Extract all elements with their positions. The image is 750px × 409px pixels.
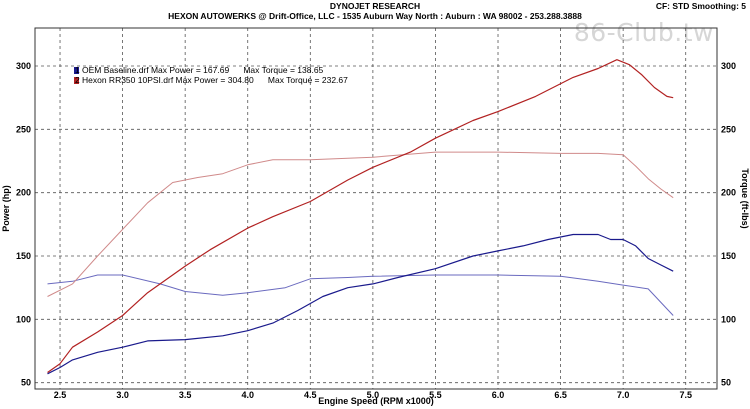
x-tick-label: 5.5 [429,390,442,400]
legend-entry-tuned: Hexon RR350 10PSI.drf Max Power = 304.80… [82,75,348,85]
run-settings: CF: STD Smoothing: 5 [655,1,746,11]
legend: 1 OEM Baseline.drf Max Power = 167.69 Ma… [74,65,348,85]
y-tick-label: 50 [21,378,31,388]
legend-swatch-baseline [74,67,79,74]
y2-tick-label: 50 [721,378,731,388]
x-tick-label: 4.0 [241,390,254,400]
y2-tick-label: 250 [721,124,736,134]
legend-marker-tuned: 2 [75,75,80,85]
x-tick-label: 6.0 [492,390,505,400]
y-tick-label: 100 [16,314,31,324]
y-tick-label: 200 [16,188,31,198]
chart-subtitle: HEXON AUTOWERKS @ Drift-Office, LLC - 15… [168,11,582,21]
x-tick-label: 5.0 [367,390,380,400]
chart-title: DYNOJET RESEARCH [329,1,421,11]
y2-tick-label: 200 [721,188,736,198]
plot-frame [34,27,718,390]
watermark: 86-Club.tw [573,18,714,47]
x-tick-label: 3.5 [179,390,192,400]
grid-lines [35,28,717,389]
x-tick-label: 3.0 [116,390,129,400]
series-line-2 [47,274,674,316]
x-axis-label: Engine Speed (RPM x1000) [318,396,434,406]
series-line-3 [47,151,674,297]
y-tick-label: 150 [16,251,31,261]
x-tick-label: 6.5 [554,390,567,400]
x-tick-label: 4.5 [304,390,317,400]
series-line-0 [47,233,674,375]
legend-entry-baseline: OEM Baseline.drf Max Power = 167.69 Max … [82,65,324,75]
y2-tick-label: 100 [721,314,736,324]
series-line-1 [47,59,674,373]
y-axis-label: Power (hp) [1,185,11,232]
series-layer [47,59,674,375]
x-tick-label: 2.5 [54,390,67,400]
y2-tick-label: 300 [721,61,736,71]
tick-labels: 2.5 3.0 3.5 4.0 4.5 5.0 5.5 6.0 6.5 7.0 7.5 50 50 100… [16,61,736,400]
x-tick-label: 7.5 [679,390,692,400]
legend-swatch-tuned [74,77,79,84]
y2-axis-label: Torque (ft-lbs) [740,168,750,228]
y-tick-label: 250 [16,124,31,134]
y-tick-label: 300 [16,61,31,71]
y2-tick-label: 150 [721,251,736,261]
x-tick-label: 7.0 [617,390,630,400]
legend-marker-baseline: 1 [75,65,80,75]
